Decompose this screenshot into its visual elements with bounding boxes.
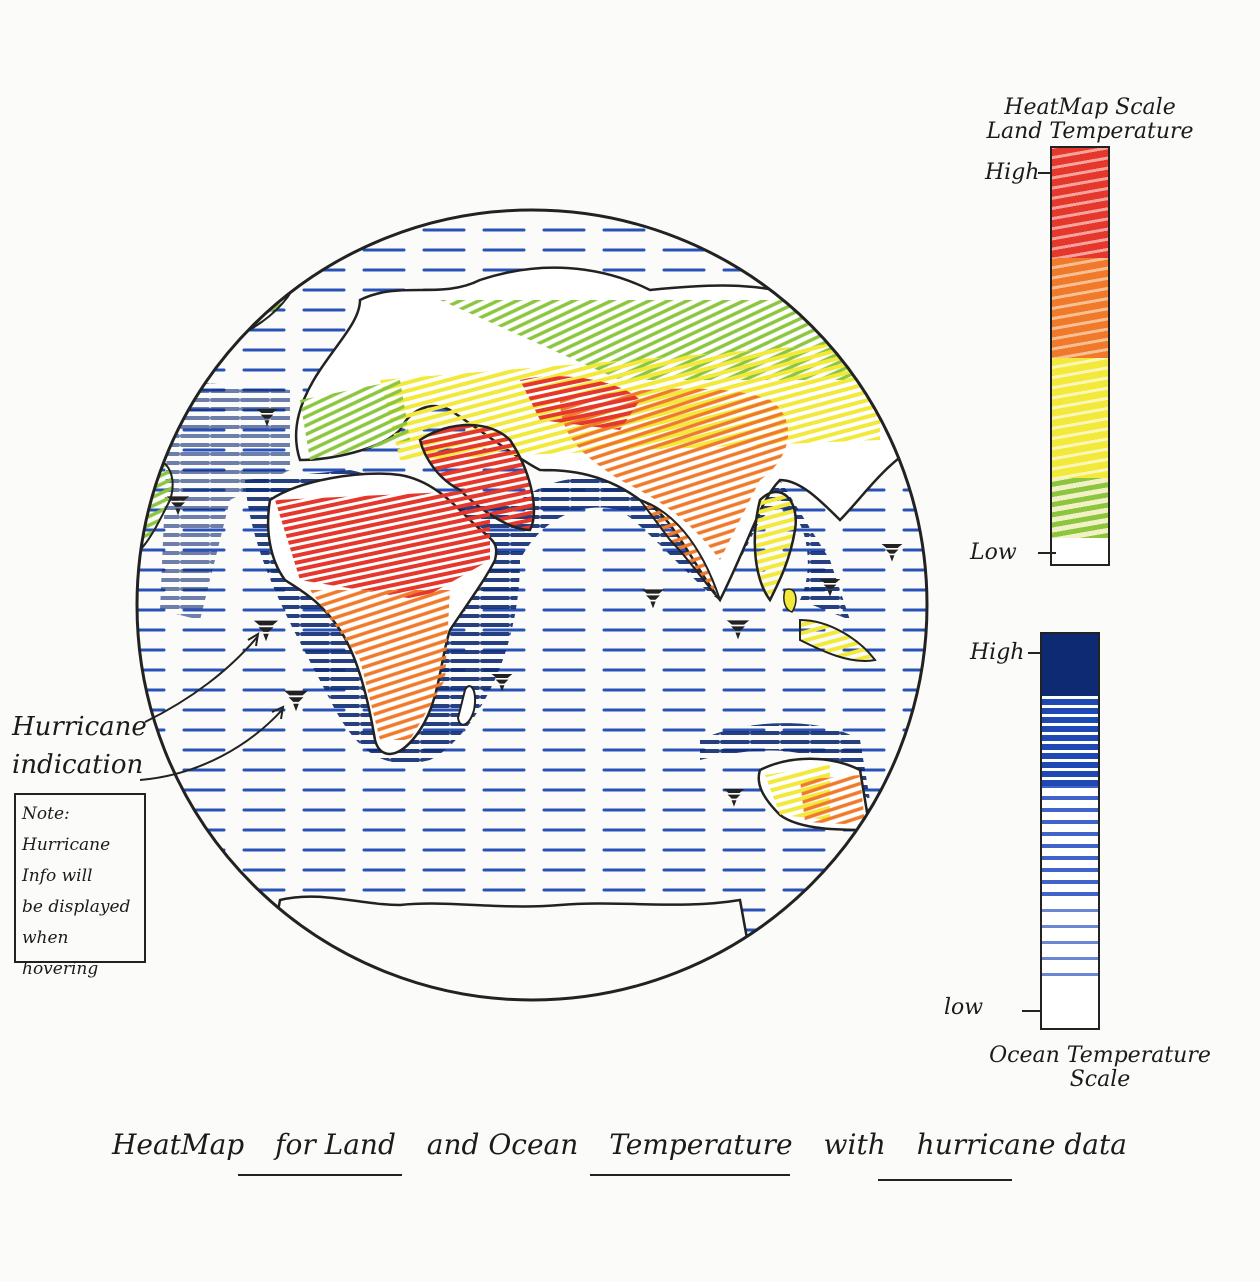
- land-scale-title-line2: Land Temperature: [986, 119, 1194, 144]
- land-high-label: High: [985, 160, 1040, 185]
- note-line: when hovering: [22, 928, 99, 979]
- hurricane-note-box: Note: Hurricane Info will be displayed w…: [14, 793, 146, 979]
- annotation-arrow: [144, 635, 259, 723]
- land-low-label: Low: [970, 540, 1017, 565]
- land-temperature-scale-bar[interactable]: [1050, 146, 1110, 566]
- ocean-scale-light: [1042, 786, 1098, 896]
- land-scale-yellow: [1052, 358, 1108, 478]
- ocean-scale-deep: [1042, 634, 1098, 696]
- hurricane-indication-label: Hurricane indication: [12, 708, 147, 784]
- caption-word: and Ocean: [426, 1128, 579, 1161]
- australia-coast-warm: [700, 723, 870, 800]
- caption-word: hurricane data: [916, 1128, 1127, 1161]
- caption-word: Temperature: [609, 1128, 793, 1161]
- note-line: Hurricane: [22, 835, 111, 855]
- land-scale-orange: [1052, 258, 1108, 358]
- page-title: HeatMap for Land and Ocean Temperature w…: [112, 1128, 1149, 1161]
- ocean-high-label: High: [970, 640, 1025, 665]
- ocean-scale-faint: [1042, 896, 1098, 976]
- land-scale-title-line1: HeatMap Scale: [1004, 95, 1176, 120]
- india-land: [637, 498, 721, 601]
- arabia-land: [418, 423, 536, 532]
- ocean-scale-title-line1: Ocean Temperature: [989, 1043, 1211, 1068]
- land-scale-title: HeatMap Scale Land Temperature: [960, 96, 1220, 144]
- antarctica-land: [258, 895, 762, 1000]
- ocean-low-label: low: [944, 995, 984, 1020]
- ocean-low-tick: [1022, 1010, 1040, 1012]
- caption-word: HeatMap: [112, 1128, 245, 1161]
- ocean-scale-mid: [1042, 696, 1098, 786]
- note-line: Info will: [22, 866, 93, 886]
- indochina-land: [753, 490, 798, 603]
- land-scale-green: [1052, 478, 1108, 538]
- madagascar-land: [456, 685, 476, 726]
- annotation-arrow: [139, 709, 283, 781]
- hurricane-indication-line1: Hurricane: [12, 712, 147, 742]
- land-high-tick: [1038, 172, 1056, 174]
- ocean-scale-title-line2: Scale: [1069, 1067, 1131, 1092]
- land-low-tick: [1038, 552, 1056, 554]
- north-atlantic-warm: [160, 380, 290, 620]
- globe-outline: [135, 208, 929, 1002]
- note-line: Note:: [22, 804, 70, 824]
- note-line: be displayed: [22, 897, 131, 917]
- caption-word: with: [823, 1128, 886, 1161]
- ocean-high-tick: [1028, 652, 1046, 654]
- indonesia-islands: [799, 618, 877, 662]
- caption-word: for Land: [275, 1128, 396, 1161]
- ocean-scale-title: Ocean Temperature Scale: [970, 1044, 1230, 1092]
- hurricane-indication-line2: indication: [12, 750, 144, 780]
- land-scale-red: [1052, 148, 1108, 258]
- ocean-temperature-scale-bar[interactable]: [1040, 632, 1100, 1030]
